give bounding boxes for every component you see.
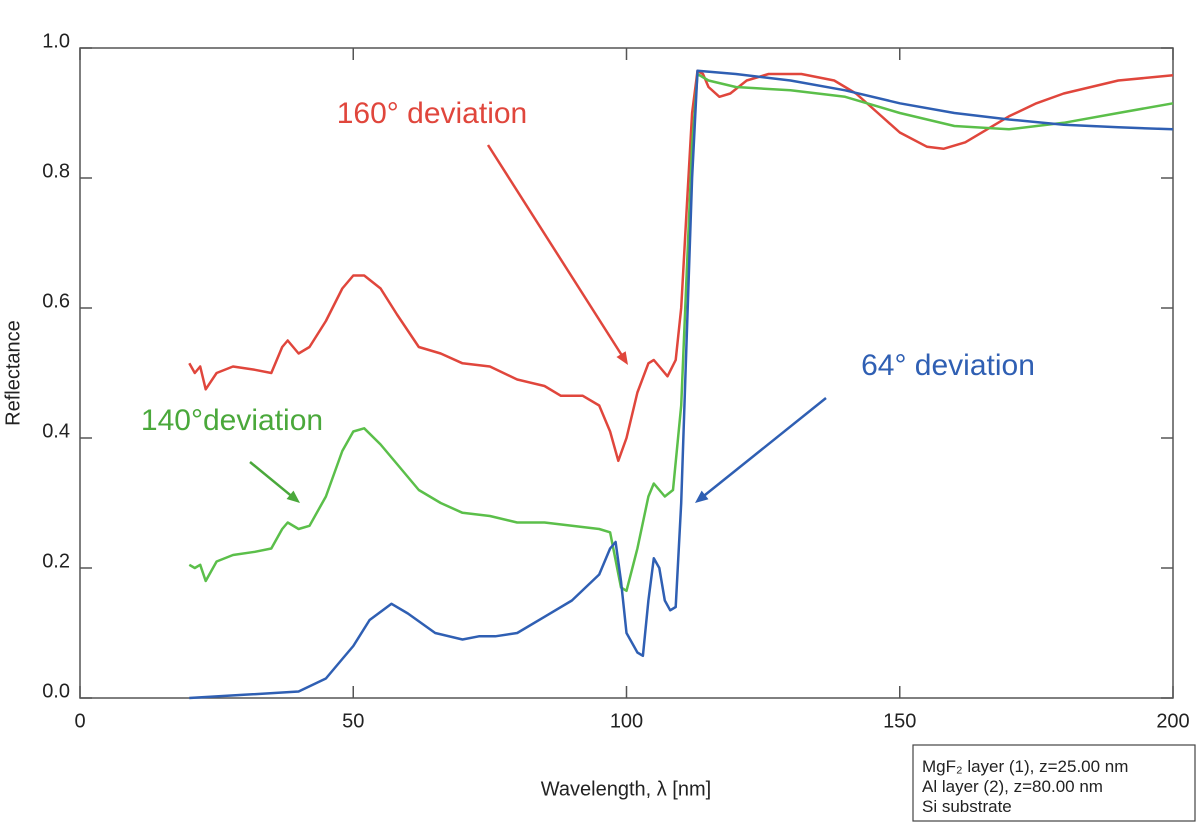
note-line: MgF₂ layer (1), z=25.00 nm [922,757,1128,776]
annotation: 160° deviation [337,97,527,130]
x-tick-label: 0 [74,710,85,732]
series-line [188,72,1174,593]
y-tick-label: 0.0 [42,680,70,702]
x-tick-label: 200 [1156,710,1189,732]
note-line: Si substrate [922,797,1012,816]
y-axis-label: Reflectance [2,320,24,426]
note-line: Al layer (2), z=80.00 nm [922,777,1103,796]
y-tick-label: 0.2 [42,550,70,572]
y-tick-label: 0.8 [42,160,70,182]
series-line [189,69,1174,700]
annotation-arrow [249,461,295,499]
annotation-arrow [486,144,625,359]
x-tick-label: 150 [883,710,916,732]
annotation-arrowhead [286,490,300,503]
y-tick-label: 1.0 [42,30,70,52]
x-tick-label: 50 [342,710,364,732]
annotation-arrow [700,397,827,499]
y-tick-label: 0.4 [42,420,70,442]
x-tick-label: 100 [610,710,643,732]
annotation-arrowhead [616,351,628,365]
annotation-arrowhead [695,490,709,503]
series-line [188,69,1174,463]
y-tick-label: 0.6 [42,290,70,312]
note-box [912,744,1196,822]
annotation: 64° deviation [861,349,1035,382]
annotation: 140°deviation [141,404,323,437]
x-axis-label: Wavelength, λ [nm] [541,778,711,800]
